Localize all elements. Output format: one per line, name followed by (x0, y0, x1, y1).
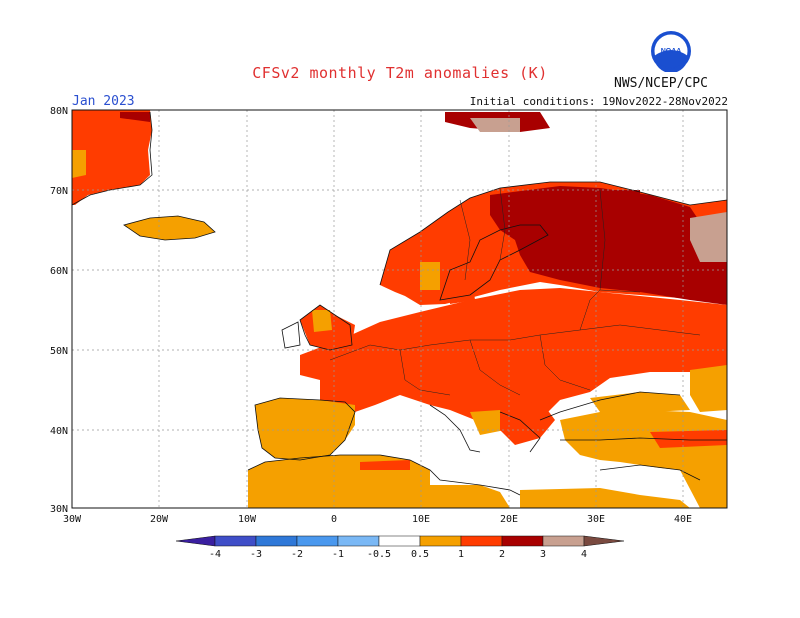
lat-label-50n: 50N (50, 346, 68, 357)
lon-label-20w: 20W (150, 514, 169, 525)
country-borders (329, 187, 701, 396)
map-frame (71, 109, 728, 509)
greenland-anomaly (72, 110, 152, 205)
longitude-labels: 30W 20W 10W 0 10E 20E 30E 40E (63, 514, 692, 525)
colorbar-labels: -4 -3 -2 -1 -0.5 0.5 1 2 3 4 (209, 549, 587, 560)
iberia-anomaly (255, 398, 355, 460)
colorbar-label-p05: 0.5 (411, 549, 429, 560)
lon-label-0: 0 (331, 514, 337, 525)
colorbar-label-p3: 3 (540, 549, 546, 560)
svg-text:NOAA: NOAA (661, 48, 682, 55)
lon-label-30w: 30W (63, 514, 82, 525)
colorbar-bin-2 (255, 535, 298, 547)
colorbar-bin-8 (501, 535, 544, 547)
colorbar-bin-9 (542, 535, 585, 547)
lon-label-20e: 20E (500, 514, 518, 525)
noaa-logo: NOAA (651, 31, 691, 72)
central-europe-anomaly (300, 288, 727, 430)
map-title: CFSv2 monthly T2m anomalies (K) (252, 64, 548, 82)
latitude-labels: 80N 70N 60N 50N 40N 30N (50, 106, 68, 515)
iceland-anomaly (124, 216, 215, 240)
lat-label-60n: 60N (50, 266, 68, 277)
lat-label-80n: 80N (50, 106, 68, 117)
colorbar-min-arrow (175, 535, 216, 547)
colorbar (175, 535, 625, 547)
lat-label-70n: 70N (50, 186, 68, 197)
colorbar-bin-4 (337, 535, 380, 547)
colorbar-bin-6 (419, 535, 462, 547)
lon-label-10w: 10W (238, 514, 257, 525)
russia-extreme-anomaly (690, 212, 727, 262)
lon-label-10e: 10E (412, 514, 430, 525)
colorbar-bin-5 (378, 535, 421, 547)
lon-label-30e: 30E (587, 514, 605, 525)
colorbar-bin-7 (460, 535, 503, 547)
colorbar-label-m2: -2 (291, 549, 303, 560)
colorbar-label-p1: 1 (458, 549, 464, 560)
colorbar-max-arrow (583, 535, 625, 547)
colorbar-label-m4: -4 (209, 549, 221, 560)
forecast-month: Jan 2023 (72, 94, 135, 109)
initial-conditions: Initial conditions: 19Nov2022-28Nov2022 (469, 95, 728, 108)
colorbar-label-p4: 4 (581, 549, 587, 560)
agency-label: NWS/NCEP/CPC (614, 76, 708, 91)
colorbar-bin-1 (214, 535, 257, 547)
graticule (72, 110, 727, 508)
anomaly-fields (72, 110, 727, 508)
colorbar-bin-3 (296, 535, 339, 547)
colorbar-label-p2: 2 (499, 549, 505, 560)
colorbar-label-m05: -0.5 (367, 549, 391, 560)
lon-label-40e: 40E (674, 514, 692, 525)
colorbar-label-m1: -1 (332, 549, 344, 560)
lat-label-30n: 30N (50, 504, 68, 515)
colorbar-label-m3: -3 (250, 549, 262, 560)
lat-label-40n: 40N (50, 426, 68, 437)
